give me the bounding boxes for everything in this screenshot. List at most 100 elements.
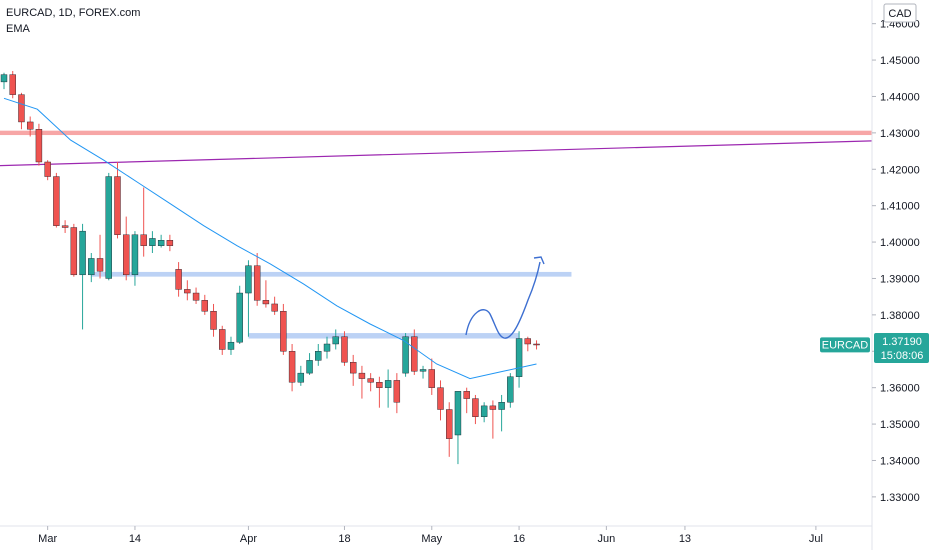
candle <box>376 376 383 408</box>
candle <box>341 331 348 366</box>
candle <box>262 280 270 308</box>
trendline[interactable] <box>0 140 873 167</box>
candle <box>515 331 523 388</box>
currency-label: CAD <box>888 8 911 20</box>
candle <box>350 354 357 386</box>
candle <box>306 353 313 375</box>
candle <box>419 365 427 379</box>
price-tick-label: 1.44000 <box>880 91 920 103</box>
symbol-price-badge-label: EURCAD <box>822 339 869 351</box>
candle <box>26 116 34 137</box>
candle <box>123 216 130 281</box>
candle <box>358 365 366 399</box>
candle <box>253 252 261 306</box>
time-tick-label: 16 <box>513 533 525 545</box>
candle <box>140 187 147 257</box>
candle <box>446 402 453 457</box>
candle <box>297 365 305 386</box>
candle <box>411 329 418 375</box>
candle <box>472 394 479 425</box>
candle <box>384 369 392 408</box>
time-tick-label: 18 <box>338 533 350 545</box>
support-zone-lower[interactable] <box>248 333 520 339</box>
candle <box>428 358 435 395</box>
price-tick-label: 1.36000 <box>880 383 920 395</box>
candle <box>61 220 69 233</box>
candle <box>245 260 252 337</box>
candle <box>393 373 401 414</box>
candle <box>463 387 470 414</box>
last-price-badge <box>874 333 929 363</box>
candle <box>175 262 182 297</box>
price-tick-label: 1.45000 <box>880 55 920 67</box>
candle <box>157 234 165 248</box>
candle <box>507 373 514 408</box>
resistance-zone[interactable] <box>0 130 872 136</box>
support-zone-upper[interactable] <box>91 271 572 277</box>
candle <box>70 223 78 277</box>
price-tick-label: 1.43000 <box>880 128 920 140</box>
time-tick-label: May <box>421 533 442 545</box>
candle <box>219 325 226 355</box>
time-tick-label: Jun <box>597 533 615 545</box>
price-tick-label: 1.35000 <box>880 419 920 431</box>
candle <box>280 303 287 355</box>
price-tick-label: 1.33000 <box>880 492 920 504</box>
candle <box>524 336 531 352</box>
time-tick-label: Mar <box>38 533 57 545</box>
time-axis[interactable]: Mar 14 Apr 18 May 16 Jun 13 Jul <box>38 526 823 545</box>
candle <box>105 172 112 281</box>
bar-countdown: 15:08:06 <box>881 350 924 362</box>
candle <box>437 380 444 421</box>
candle <box>184 280 191 301</box>
price-tick-label: 1.42000 <box>880 164 920 176</box>
candle <box>18 92 25 130</box>
symbol-title: EURCAD, 1D, FOREX.com <box>6 7 140 19</box>
time-tick-label: Jul <box>809 533 823 545</box>
candle <box>96 234 104 279</box>
candle <box>201 294 208 315</box>
candle <box>533 340 540 350</box>
candle <box>53 172 60 228</box>
horizontal-zones <box>0 130 872 339</box>
candle <box>236 285 243 344</box>
candle <box>0 72 8 90</box>
currency-box <box>883 3 917 23</box>
candle <box>402 333 409 377</box>
candle <box>323 336 331 359</box>
candle <box>88 252 95 283</box>
price-tick-label: 1.40000 <box>880 237 920 249</box>
indicator-label: EMA <box>6 23 31 35</box>
price-tick-label: 1.34000 <box>880 455 920 467</box>
candle <box>288 343 296 392</box>
candle <box>166 234 174 252</box>
candle <box>227 336 235 355</box>
candle <box>271 296 278 315</box>
candle <box>149 231 156 253</box>
candle <box>454 391 462 465</box>
candle <box>192 287 200 304</box>
candle <box>332 329 339 350</box>
price-tick-label: 1.41000 <box>880 201 920 213</box>
time-tick-label: 14 <box>129 533 141 545</box>
time-tick-label: 13 <box>679 533 691 545</box>
time-tick-label: Apr <box>240 533 257 545</box>
last-price-value: 1.37190 <box>882 336 922 348</box>
price-tick-label: 1.38000 <box>880 310 920 322</box>
candle <box>210 303 217 337</box>
projection-arrow[interactable] <box>465 256 545 339</box>
candle <box>498 394 505 432</box>
price-axis[interactable]: 1.460001.450001.440001.430001.420001.410… <box>872 19 920 504</box>
candle <box>114 161 121 239</box>
price-tick-label: 1.39000 <box>880 273 920 285</box>
candle <box>315 343 322 366</box>
candle <box>9 70 16 99</box>
candle <box>44 160 51 181</box>
symbol-price-badge <box>820 337 870 353</box>
candle <box>35 123 43 166</box>
candle <box>480 402 488 423</box>
candle <box>489 400 497 439</box>
candle <box>367 373 374 392</box>
candle <box>79 223 86 330</box>
